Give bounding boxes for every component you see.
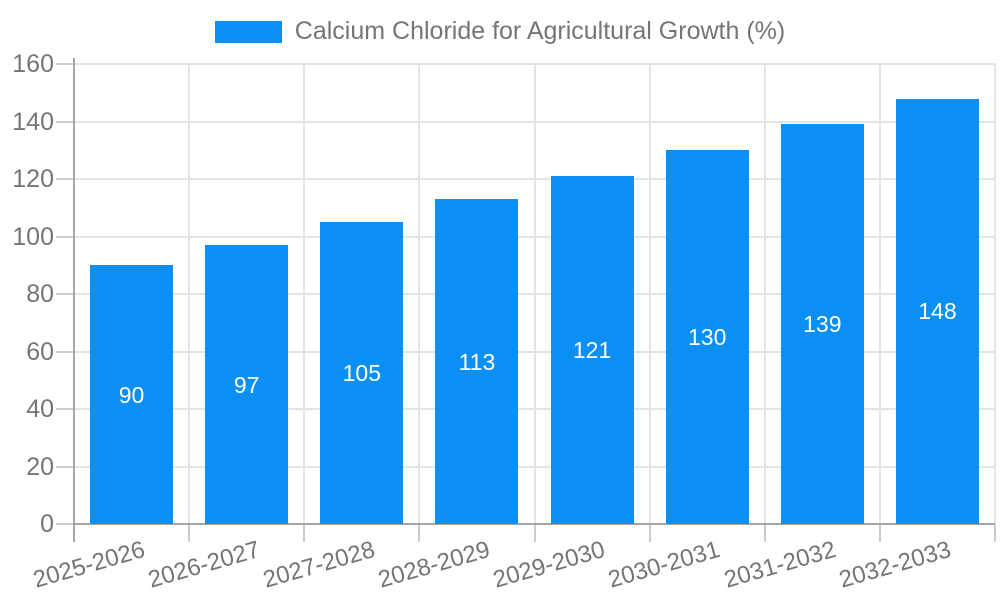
bar-value-label: 113 (458, 348, 496, 375)
y-axis-tick (56, 63, 74, 65)
y-axis-tick (56, 120, 74, 123)
y-axis-tick (56, 350, 74, 353)
x-axis-tick (533, 524, 536, 542)
y-axis-tick-label: 20 (26, 452, 54, 481)
y-axis-tick (56, 465, 74, 468)
bar (320, 222, 404, 524)
y-axis-tick-label: 100 (12, 222, 54, 251)
legend-swatch (214, 20, 282, 43)
y-axis-tick (56, 235, 74, 238)
x-axis-tick-label: 2025-2026 (29, 536, 148, 594)
y-axis-tick-label: 40 (26, 395, 54, 423)
y-axis-line (73, 58, 75, 542)
y-axis-tick (56, 178, 74, 180)
bar (665, 150, 749, 524)
x-axis-tick (418, 524, 421, 542)
y-axis-tick-label: 0 (40, 510, 54, 538)
y-axis-tick-label: 80 (26, 280, 54, 308)
x-gridline (994, 64, 996, 524)
x-axis-tick-label: 2030-2031 (605, 536, 724, 594)
bar (550, 176, 634, 524)
x-axis-tick-label: 2032-2033 (835, 536, 954, 594)
bar-value-label: 105 (342, 360, 381, 387)
x-axis-tick-label: 2026-2027 (145, 536, 263, 594)
legend: Calcium Chloride for Agricultural Growth… (0, 17, 1000, 46)
x-axis-tick-label: 2027-2028 (260, 536, 378, 594)
y-axis-tick-label: 140 (12, 107, 54, 136)
x-gridline (533, 64, 536, 524)
x-gridline (763, 64, 766, 524)
bar (90, 265, 174, 524)
legend-series-label: Calcium Chloride for Agricultural Growth… (294, 17, 786, 45)
bar (780, 124, 864, 524)
x-axis-tick-label: 2028-2029 (375, 536, 494, 594)
bar-value-label: 139 (803, 311, 842, 338)
bar-value-label: 130 (688, 324, 727, 351)
x-axis-tick-label: 2029-2030 (490, 536, 609, 594)
y-axis-tick-label: 160 (12, 50, 54, 78)
x-axis-tick (763, 524, 766, 542)
y-axis-tick (56, 293, 74, 295)
y-axis-tick-label: 60 (26, 337, 54, 366)
x-axis-tick (648, 524, 651, 542)
bar-value-label: 121 (572, 337, 612, 364)
bar-value-label: 97 (233, 371, 260, 398)
x-gridline (303, 64, 306, 524)
x-axis-tick (994, 524, 996, 542)
x-axis-line (74, 523, 995, 525)
x-axis-tick (188, 524, 191, 542)
x-gridline (188, 64, 191, 524)
bar (205, 245, 289, 524)
x-gridline (418, 64, 421, 524)
bar-value-label: 90 (118, 381, 145, 408)
bar-value-label: 148 (918, 298, 957, 325)
x-axis-tick (303, 524, 306, 542)
bar (895, 98, 979, 524)
bar (435, 199, 519, 524)
x-gridline (878, 64, 881, 524)
y-axis-tick-label: 120 (12, 165, 54, 193)
x-gridline (648, 64, 651, 524)
y-axis-tick (56, 408, 74, 410)
x-axis-tick-label: 2031-2032 (720, 536, 839, 594)
x-axis-tick (878, 524, 881, 542)
y-axis-tick (56, 523, 74, 525)
